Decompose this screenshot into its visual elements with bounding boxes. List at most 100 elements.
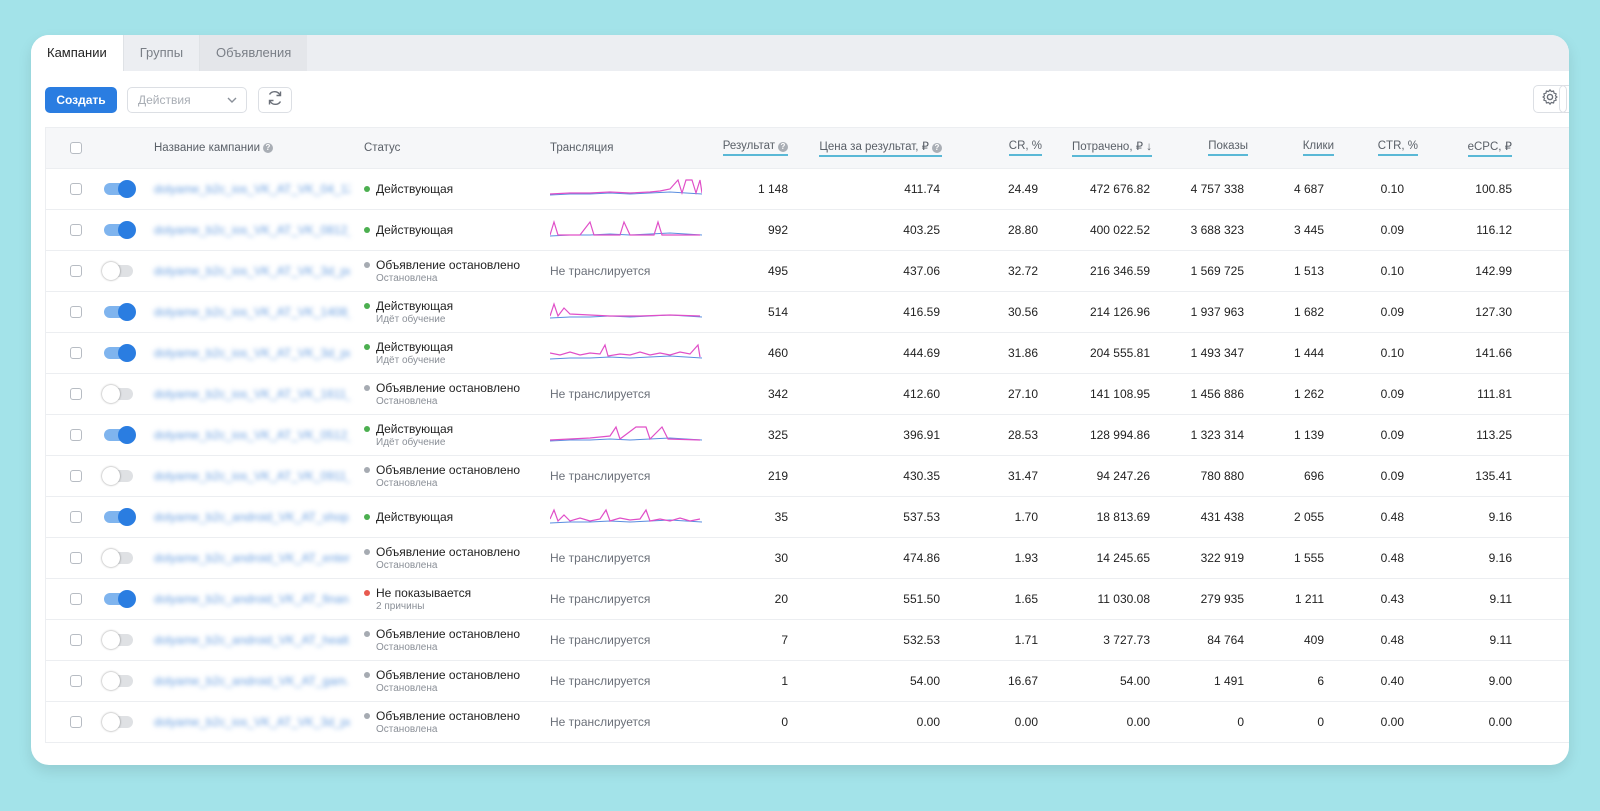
select-all-checkbox[interactable]	[70, 142, 82, 154]
campaign-toggle[interactable]	[102, 713, 133, 731]
table-row[interactable]: dolyame_b2c_ios_VK_AT_VK_3d_pu... Действу…	[46, 333, 1569, 374]
table-row[interactable]: dolyame_b2c_android_VK_AT_finan... Не пок…	[46, 579, 1569, 620]
campaign-name-link[interactable]: dolyame_b2c_android_VK_AT_healt...	[154, 633, 350, 647]
row-checkbox[interactable]	[70, 675, 82, 687]
cpa-cell: 532.53	[903, 633, 940, 647]
campaign-name-link[interactable]: dolyame_b2c_android_VK_AT_shop...	[154, 510, 350, 524]
col-impressions[interactable]: Показы	[1170, 128, 1248, 168]
row-checkbox[interactable]	[70, 593, 82, 605]
col-spent[interactable]: Потрачено, ₽ ↓	[1056, 128, 1152, 168]
col-clicks[interactable]: Клики	[1258, 128, 1334, 168]
status-cell: Объявление остановлено Остановлена	[364, 374, 544, 414]
campaign-name-link[interactable]: dolyame_b2c_android_VK_AT_finan...	[154, 592, 350, 606]
spent-cell: 204 555.81	[1089, 346, 1150, 360]
row-checkbox[interactable]	[70, 265, 82, 277]
result-cell: 219	[767, 469, 788, 483]
table-row[interactable]: dolyame_b2c_ios_VK_AT_VK_0812_... Действу…	[46, 210, 1569, 251]
table-row[interactable]: dolyame_b2c_ios_VK_AT_VK_1611_... Объявле…	[46, 374, 1569, 415]
tab-campaigns[interactable]: Кампании	[31, 35, 123, 71]
col-status[interactable]: Статус	[364, 128, 514, 168]
campaign-toggle[interactable]	[104, 590, 136, 608]
translation-text: Не транслируется	[550, 674, 651, 688]
toggle-cell	[102, 251, 138, 291]
row-select-cell	[68, 169, 84, 209]
campaign-name-link[interactable]: dolyame_b2c_ios_VK_AT_VK_1611_...	[154, 387, 350, 401]
campaign-toggle[interactable]	[104, 180, 136, 198]
campaign-name-link[interactable]: dolyame_b2c_ios_VK_AT_VK_0812_...	[154, 223, 350, 237]
campaign-toggle[interactable]	[104, 221, 136, 239]
help-icon[interactable]: ?	[263, 143, 273, 153]
sparkline	[550, 179, 702, 196]
campaign-name-link[interactable]: dolyame_b2c_android_VK_AT_gam...	[154, 674, 350, 688]
status-subtext[interactable]: 2 причины	[376, 601, 425, 612]
status-text: Действующая	[376, 510, 454, 524]
row-checkbox[interactable]	[70, 347, 82, 359]
table-row[interactable]: dolyame_b2c_android_VK_AT_gam... Объявлен…	[46, 661, 1569, 702]
tab-ads[interactable]: Объявления	[199, 35, 308, 71]
table-row[interactable]: dolyame_b2c_android_VK_AT_shop... Действу…	[46, 497, 1569, 538]
campaign-name-link[interactable]: dolyame_b2c_ios_VK_AT_VK_3d_pu...	[154, 715, 350, 729]
campaign-name-link[interactable]: dolyame_b2c_ios_VK_AT_VK_04_12_...	[154, 182, 350, 196]
table-row[interactable]: dolyame_b2c_ios_VK_AT_VK_0512_... Действу…	[46, 415, 1569, 456]
campaign-toggle[interactable]	[102, 467, 133, 485]
col-cr[interactable]: CR, %	[982, 128, 1042, 168]
row-checkbox[interactable]	[70, 429, 82, 441]
row-checkbox[interactable]	[70, 183, 82, 195]
status-line: Действующая	[364, 422, 453, 436]
row-checkbox[interactable]	[70, 511, 82, 523]
col-cpa[interactable]: Цена за результат, ₽?	[806, 128, 942, 168]
toggle-knob	[102, 631, 120, 649]
campaign-name-link[interactable]: dolyame_b2c_ios_VK_AT_VK_0911_...	[154, 469, 350, 483]
table-row[interactable]: dolyame_b2c_android_VK_AT_enter... Объявл…	[46, 538, 1569, 579]
campaign-toggle[interactable]	[102, 549, 133, 567]
table-row[interactable]: dolyame_b2c_android_VK_AT_healt... Объявл…	[46, 620, 1569, 661]
status-dot-icon	[364, 590, 370, 596]
cr-cell: 0.00	[1014, 715, 1038, 729]
campaign-toggle[interactable]	[104, 508, 136, 526]
col-name[interactable]: Название кампании ?	[154, 128, 354, 168]
campaign-toggle[interactable]	[104, 303, 136, 321]
table-row[interactable]: dolyame_b2c_ios_VK_AT_VK_0911_... Объявле…	[46, 456, 1569, 497]
campaign-toggle[interactable]	[102, 262, 133, 280]
table-row[interactable]: dolyame_b2c_ios_VK_AT_VK_04_12_... Действ…	[46, 169, 1569, 210]
col-ctr[interactable]: CTR, %	[1346, 128, 1418, 168]
tab-groups[interactable]: Группы	[122, 35, 199, 71]
campaign-toggle[interactable]	[102, 672, 133, 690]
row-checkbox[interactable]	[70, 470, 82, 482]
campaign-toggle[interactable]	[102, 631, 133, 649]
table-row[interactable]: dolyame_b2c_ios_VK_AT_VK_3d_pu... Объявле…	[46, 251, 1569, 292]
campaign-toggle[interactable]	[104, 344, 136, 362]
row-checkbox[interactable]	[70, 716, 82, 728]
column-settings-button[interactable]	[1559, 85, 1569, 113]
actions-select[interactable]: Действия	[127, 87, 247, 113]
cpa-cell: 537.53	[903, 510, 940, 524]
toggle-cell	[102, 456, 138, 496]
settings-button[interactable]	[1533, 85, 1567, 113]
help-icon[interactable]: ?	[778, 142, 788, 152]
row-checkbox[interactable]	[70, 306, 82, 318]
table-row[interactable]: dolyame_b2c_ios_VK_AT_VK_3d_pu... Объявле…	[46, 702, 1569, 743]
row-checkbox[interactable]	[70, 224, 82, 236]
status-line: Объявление остановлено	[364, 627, 520, 641]
status-text: Действующая	[376, 182, 454, 196]
campaign-name-link[interactable]: dolyame_b2c_ios_VK_AT_VK_0512_...	[154, 428, 350, 442]
campaign-name-link[interactable]: dolyame_b2c_ios_VK_AT_VK_3d_pu...	[154, 346, 350, 360]
campaign-name-link[interactable]: dolyame_b2c_ios_VK_AT_VK_3d_pu...	[154, 264, 350, 278]
campaign-toggle[interactable]	[102, 385, 133, 403]
toggle-cell	[102, 538, 138, 578]
refresh-button[interactable]	[258, 87, 292, 113]
campaign-toggle[interactable]	[104, 426, 136, 444]
row-checkbox[interactable]	[70, 552, 82, 564]
row-checkbox[interactable]	[70, 388, 82, 400]
campaign-name-link[interactable]: dolyame_b2c_android_VK_AT_enter...	[154, 551, 350, 565]
create-button[interactable]: Создать	[45, 87, 117, 113]
row-checkbox[interactable]	[70, 634, 82, 646]
table-row[interactable]: dolyame_b2c_ios_VK_AT_VK_1408_... Действу…	[46, 292, 1569, 333]
translation-cell: Не транслируется	[550, 538, 706, 578]
help-icon[interactable]: ?	[932, 143, 942, 153]
campaign-name-cell: dolyame_b2c_ios_VK_AT_VK_1408_...	[154, 292, 350, 332]
campaign-name-link[interactable]: dolyame_b2c_ios_VK_AT_VK_1408_...	[154, 305, 350, 319]
toggle-cell	[104, 333, 138, 373]
col-ecpc[interactable]: eCPC, ₽	[1432, 128, 1512, 168]
col-result[interactable]: Результат?	[716, 128, 788, 168]
